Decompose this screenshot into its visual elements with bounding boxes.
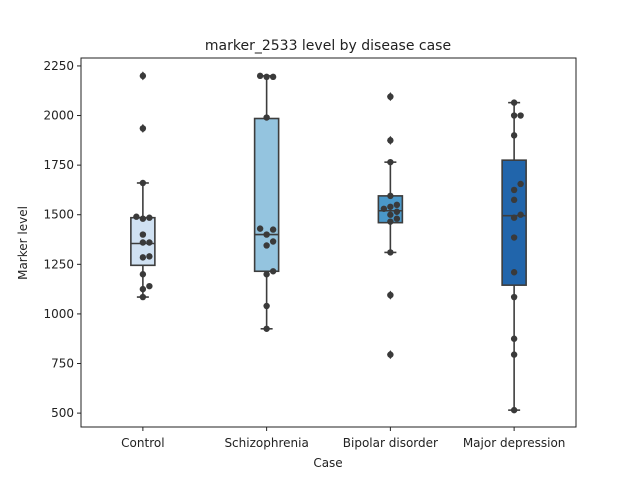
data-point (269, 268, 277, 275)
data-point (510, 335, 518, 342)
box-group (501, 101, 527, 411)
data-point (256, 225, 264, 232)
data-point (263, 114, 270, 121)
data-point (387, 203, 394, 210)
data-point (510, 234, 518, 241)
data-point (517, 211, 524, 218)
y-axis: 500 750 1000 1250 1500 1750 2000 2250 (43, 59, 81, 420)
box-group (377, 92, 404, 360)
data-point (517, 112, 524, 119)
data-point (139, 254, 147, 261)
data-point (387, 93, 394, 100)
data-point (510, 269, 518, 276)
data-point (263, 231, 270, 238)
data-point (393, 201, 401, 209)
y-tick-label: 1750 (43, 158, 74, 172)
data-point (387, 351, 394, 358)
plot-frame (80, 57, 577, 428)
data-point (269, 73, 277, 81)
data-point (510, 406, 518, 414)
data-point (146, 214, 153, 221)
data-point (380, 205, 388, 212)
data-point (146, 253, 153, 260)
data-point (263, 242, 270, 249)
data-point (393, 208, 401, 215)
data-point (510, 293, 518, 301)
y-tick-label: 2000 (43, 109, 74, 123)
data-point (387, 211, 394, 218)
data-point (263, 271, 270, 278)
data-point (139, 231, 147, 238)
box-group (253, 75, 280, 330)
data-point (269, 226, 277, 233)
x-tick-label: Bipolar disorder (343, 436, 438, 450)
data-point (387, 218, 394, 225)
y-tick-label: 500 (51, 406, 74, 420)
data-point (387, 291, 394, 299)
data-point (387, 192, 394, 200)
data-point (263, 325, 270, 332)
y-axis-label: Marker level (16, 206, 30, 280)
y-tick-label: 1000 (43, 307, 74, 321)
chart-title: marker_2533 level by disease case (205, 38, 451, 54)
data-point (387, 158, 394, 166)
data-point (139, 215, 147, 222)
data-point (387, 137, 394, 144)
y-tick-label: 1250 (43, 257, 74, 271)
data-point (133, 213, 140, 220)
y-tick-label: 750 (51, 357, 74, 371)
x-tick-label: Control (121, 436, 164, 450)
data-point (263, 73, 270, 81)
y-tick-label: 1500 (43, 208, 74, 222)
data-point (139, 271, 147, 278)
box (501, 159, 527, 286)
data-point (139, 72, 147, 80)
data-point (256, 72, 264, 80)
data-point (387, 249, 394, 256)
x-tick-label: Major depression (463, 436, 566, 450)
data-point (263, 302, 270, 310)
data-point (146, 239, 153, 246)
data-point (139, 179, 147, 187)
plot-area (80, 57, 577, 428)
data-point (510, 99, 518, 106)
data-point (393, 215, 401, 222)
x-tick-label: Schizophrenia (224, 436, 308, 450)
x-axis: Control Schizophrenia Bipolar disorder Majo… (121, 427, 565, 450)
data-point (510, 214, 518, 221)
x-axis-label: Case (313, 456, 342, 470)
data-point (269, 238, 277, 245)
data-point (139, 285, 147, 293)
data-point (146, 282, 153, 290)
data-point (510, 196, 518, 204)
data-point (510, 351, 518, 358)
data-point (510, 186, 518, 194)
data-point (517, 180, 524, 188)
data-point (510, 112, 518, 119)
data-point (139, 125, 147, 132)
data-point (510, 132, 518, 139)
data-point (139, 239, 147, 246)
y-tick-label: 2250 (43, 59, 74, 73)
data-point (139, 293, 147, 301)
